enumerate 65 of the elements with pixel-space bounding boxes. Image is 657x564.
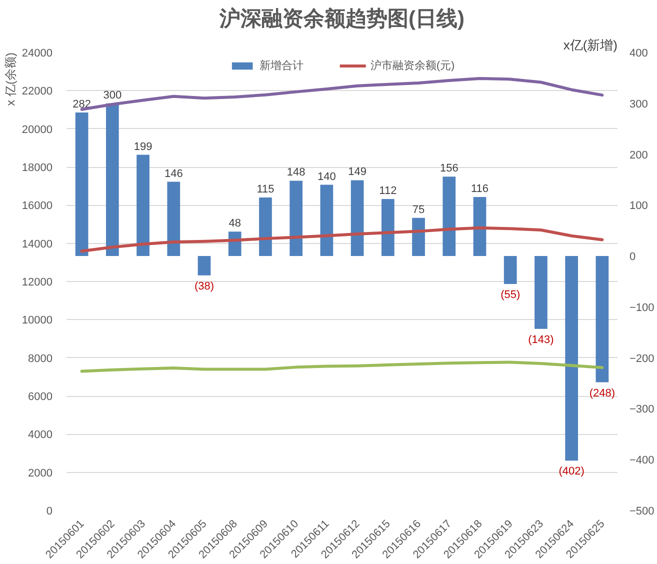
data-label: (143) <box>528 334 554 346</box>
y2-tick-label: 300 <box>630 98 648 110</box>
y-tick-label: 16000 <box>22 200 53 212</box>
y-tick-label: 18000 <box>22 162 53 174</box>
bar <box>350 180 364 256</box>
bar <box>106 103 119 256</box>
bar <box>381 199 394 256</box>
y-tick-label: 12000 <box>22 276 53 288</box>
data-label: 300 <box>103 89 122 102</box>
y-tick-label: 4000 <box>28 429 53 442</box>
data-label: 48 <box>228 218 241 230</box>
bar <box>259 198 272 256</box>
bar <box>565 256 578 461</box>
data-label: (402) <box>558 466 584 478</box>
y-axis-title: x 亿(余额) <box>4 52 18 106</box>
y-tick-label: 0 <box>46 506 53 518</box>
bar <box>136 154 150 256</box>
data-label: 75 <box>412 204 425 216</box>
data-label: (55) <box>500 289 520 302</box>
data-label: 149 <box>348 166 366 178</box>
bar <box>412 218 425 256</box>
line-series <box>80 226 604 253</box>
y2-tick-label: −200 <box>630 352 654 365</box>
bar <box>75 112 88 256</box>
y2-axis-title: x亿(新增) <box>563 38 618 52</box>
bar <box>198 256 211 276</box>
y2-tick-label: −300 <box>630 404 654 416</box>
data-label: 115 <box>256 184 274 196</box>
data-label: 112 <box>379 185 397 198</box>
data-label: 156 <box>440 162 458 175</box>
y-tick-label: 10000 <box>22 314 53 327</box>
legend-label: 新增合计 <box>259 58 304 73</box>
y-tick-label: 8000 <box>28 352 53 365</box>
bar <box>167 182 180 256</box>
y2-tick-label: −400 <box>630 454 654 467</box>
data-label: 199 <box>134 140 152 153</box>
bar <box>320 184 334 256</box>
y2-tick-label: 100 <box>630 200 648 212</box>
y2-tick-label: −500 <box>630 506 654 518</box>
bar <box>534 256 548 329</box>
data-label: 140 <box>318 170 336 183</box>
bar <box>504 256 517 284</box>
data-label: 148 <box>286 166 306 179</box>
data-label: 146 <box>164 168 183 180</box>
y-tick-label: 2000 <box>28 467 53 480</box>
data-label: (38) <box>194 280 214 292</box>
y2-tick-label: 0 <box>630 251 636 264</box>
data-label: 116 <box>470 183 489 196</box>
data-label: 282 <box>72 98 91 111</box>
bar <box>290 180 303 256</box>
y-tick-label: 22000 <box>22 86 53 98</box>
y-tick-label: 24000 <box>22 48 53 60</box>
line-series <box>80 360 604 373</box>
y2-tick-label: −100 <box>630 302 654 314</box>
y-tick-label: 6000 <box>28 391 53 403</box>
chart-title: 沪深融资余额趋势图(日线) <box>218 6 465 30</box>
y2-tick-label: 400 <box>630 48 648 60</box>
bar <box>442 176 456 256</box>
bar <box>473 197 486 256</box>
bar <box>596 256 609 382</box>
y-tick-label: 14000 <box>22 238 53 250</box>
data-label: (248) <box>589 387 616 400</box>
legend-label: 沪市融资余额(元) <box>370 58 455 73</box>
y2-tick-label: 200 <box>630 149 648 162</box>
y-tick-label: 20000 <box>22 124 53 136</box>
